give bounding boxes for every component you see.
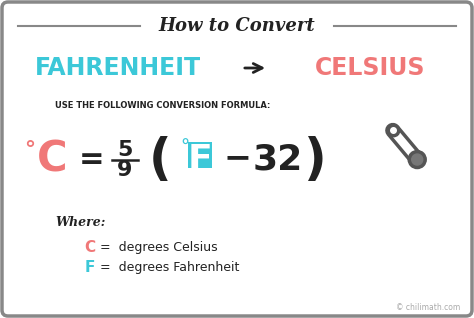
Text: =: =	[79, 146, 105, 175]
Circle shape	[412, 154, 423, 165]
FancyBboxPatch shape	[2, 2, 472, 316]
Text: USE THE FOLLOWING CONVERSION FORMULA:: USE THE FOLLOWING CONVERSION FORMULA:	[55, 100, 270, 109]
FancyBboxPatch shape	[188, 142, 212, 168]
Text: F: F	[188, 143, 212, 177]
Text: CELSIUS: CELSIUS	[315, 56, 425, 80]
Text: (: (	[149, 136, 172, 184]
Text: °: °	[25, 140, 36, 160]
Text: −: −	[224, 142, 252, 175]
Text: =  degrees Fahrenheit: = degrees Fahrenheit	[100, 261, 239, 274]
Text: 32: 32	[253, 143, 303, 177]
Text: C: C	[84, 240, 96, 255]
Text: °: °	[181, 139, 190, 157]
Text: Where:: Where:	[55, 216, 105, 229]
Text: 9: 9	[117, 160, 133, 180]
Text: 5: 5	[117, 140, 133, 160]
Text: How to Convert: How to Convert	[159, 17, 315, 35]
Text: F: F	[85, 260, 95, 275]
Text: =  degrees Celsius: = degrees Celsius	[100, 241, 218, 254]
Circle shape	[408, 150, 426, 169]
Text: ): )	[304, 136, 327, 184]
Text: © chilimath.com: © chilimath.com	[396, 303, 460, 313]
Text: FAHRENHEIT: FAHRENHEIT	[35, 56, 201, 80]
Text: C: C	[36, 139, 67, 181]
